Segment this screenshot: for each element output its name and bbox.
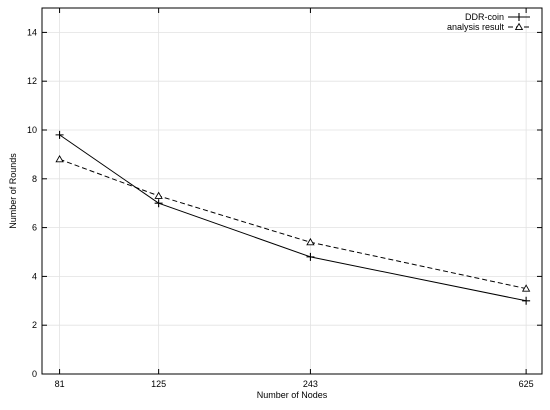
data-point xyxy=(522,296,531,305)
series-group xyxy=(55,130,531,305)
series-line-analysis-result xyxy=(59,158,527,290)
data-point xyxy=(55,154,64,163)
y-tick-label: 10 xyxy=(27,125,37,135)
y-tick-label: 8 xyxy=(32,174,37,184)
data-point xyxy=(154,199,163,208)
y-tick-label: 12 xyxy=(27,76,37,86)
data-point xyxy=(306,252,315,261)
y-axis-title: Number of Rounds xyxy=(8,153,18,229)
grid xyxy=(42,8,542,374)
legend-label: DDR-coin xyxy=(465,12,504,22)
series-line-ddr-coin xyxy=(59,134,527,302)
y-tick-label: 0 xyxy=(32,369,37,379)
data-point xyxy=(306,237,315,246)
y-axis: 0 2 4 6 8 10 12 14 xyxy=(27,27,542,379)
legend-label: analysis result xyxy=(447,22,505,32)
legend-marker xyxy=(515,13,523,21)
y-tick-label: 6 xyxy=(32,223,37,233)
data-point xyxy=(154,191,163,199)
x-axis: 81 125 243 625 xyxy=(55,8,534,389)
legend-marker xyxy=(514,22,524,30)
y-tick-label: 4 xyxy=(32,271,37,281)
x-tick-label: 81 xyxy=(55,379,65,389)
y-tick-label: 14 xyxy=(27,27,37,37)
x-tick-label: 125 xyxy=(151,379,166,389)
data-point xyxy=(55,130,64,139)
x-axis-title: Number of Nodes xyxy=(257,390,328,400)
x-tick-label: 243 xyxy=(303,379,318,389)
y-tick-label: 2 xyxy=(32,320,37,330)
plot-frame xyxy=(41,7,543,375)
data-point xyxy=(521,284,531,292)
x-tick-label: 625 xyxy=(519,379,534,389)
